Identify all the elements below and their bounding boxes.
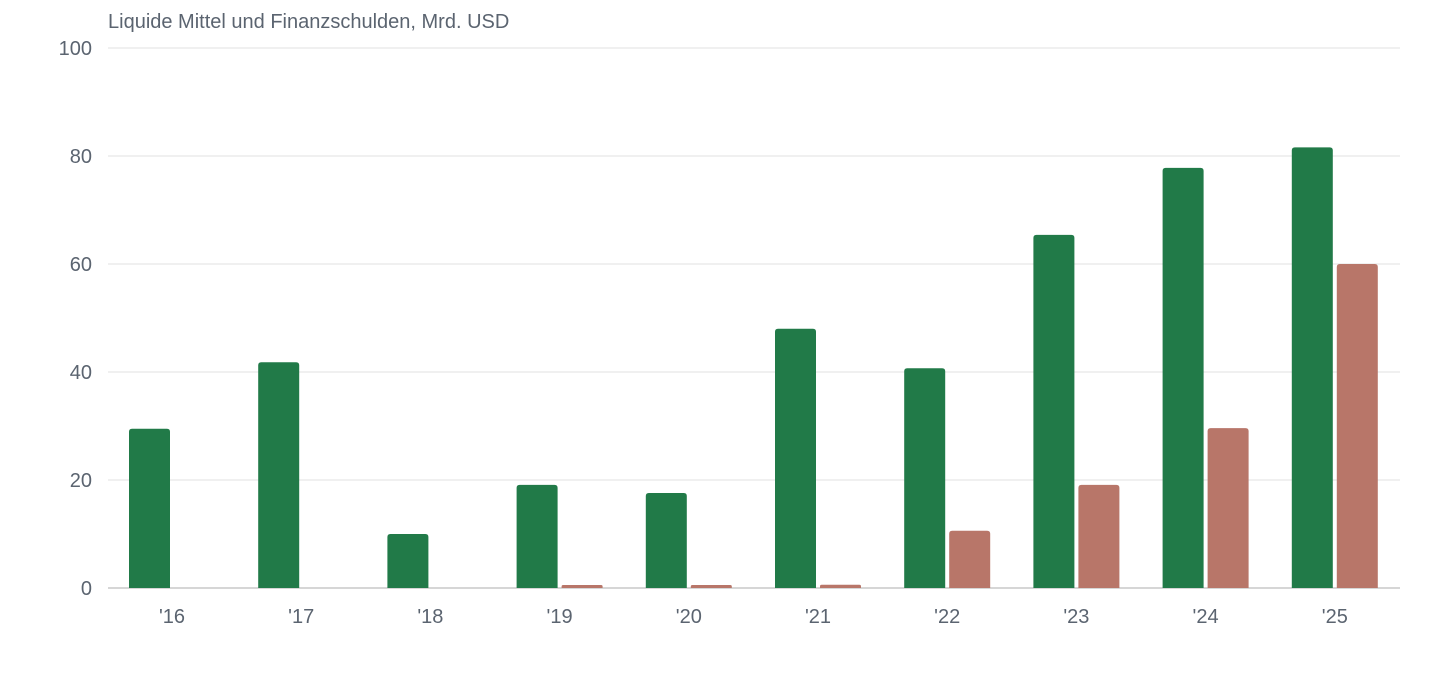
x-tick-label: '16 <box>159 606 185 628</box>
y-tick-label: 20 <box>70 470 92 492</box>
bar-series-1-23 <box>1033 234 1075 588</box>
y-tick-label: 60 <box>70 254 92 276</box>
x-tick-label: '21 <box>805 606 831 628</box>
bar-series-1-22 <box>904 368 946 588</box>
x-tick-label: '19 <box>547 606 573 628</box>
bar-series-1-19 <box>516 484 558 588</box>
x-tick-label: '20 <box>676 606 702 628</box>
x-tick-label: '22 <box>934 606 960 628</box>
y-tick-label: 80 <box>70 146 92 168</box>
bar-series-2-21 <box>820 584 861 588</box>
bar-series-1-24 <box>1162 167 1204 588</box>
bar-series-1-17 <box>258 362 300 588</box>
x-tick-label: '25 <box>1322 606 1348 628</box>
bar-series-2-22 <box>949 530 991 588</box>
x-axis: '16 '17 '18 '19 '20 '21 '22 '23 '24 '25 <box>159 606 1348 628</box>
x-tick-label: '24 <box>1193 606 1219 628</box>
bar-series-1-21 <box>775 328 816 588</box>
grid-layer <box>108 47 1400 589</box>
bar-series-2-19 <box>561 585 603 588</box>
y-tick-label: 40 <box>70 362 92 384</box>
bar-series-1-18 <box>387 534 429 588</box>
bar-series-1-16 <box>129 428 170 588</box>
bar-series-2-23 <box>1078 484 1120 588</box>
y-axis: 0 20 40 60 80 100 <box>59 38 92 600</box>
bar-series-2-20 <box>690 585 732 588</box>
bar-series-1-20 <box>645 492 687 588</box>
x-tick-label: '18 <box>417 606 443 628</box>
bars <box>129 147 1378 589</box>
y-tick-label: 100 <box>59 38 92 60</box>
chart-title: Liquide Mittel und Finanzschulden, Mrd. … <box>108 11 510 33</box>
x-tick-label: '17 <box>288 606 314 628</box>
x-tick-label: '23 <box>1063 606 1089 628</box>
y-tick-label: 0 <box>81 578 92 600</box>
bar-series-1-25 <box>1291 147 1333 589</box>
bar-series-2-24 <box>1207 428 1249 588</box>
bar-series-2-25 <box>1336 264 1378 588</box>
